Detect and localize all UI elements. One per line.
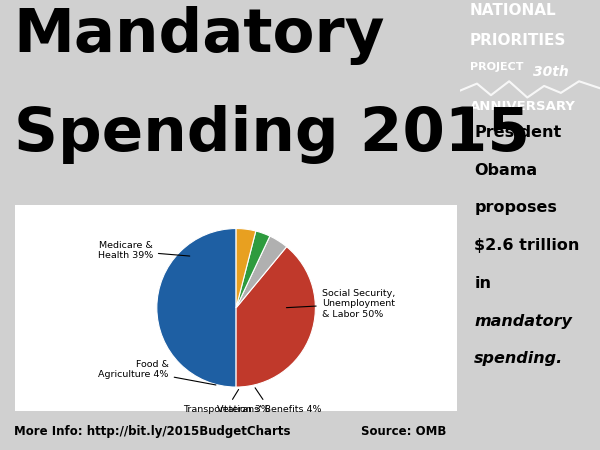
Text: Veterans' Benefits 4%: Veterans' Benefits 4%: [217, 388, 322, 414]
Wedge shape: [236, 231, 270, 308]
Text: NATIONAL: NATIONAL: [470, 4, 557, 18]
Text: Transportation 3%: Transportation 3%: [183, 389, 270, 414]
Text: Social Security,
Unemployment
& Labor 50%: Social Security, Unemployment & Labor 50…: [286, 289, 395, 319]
Text: Medicare &
Health 39%: Medicare & Health 39%: [98, 241, 190, 261]
Wedge shape: [236, 229, 256, 308]
Text: spending.: spending.: [474, 351, 563, 366]
Text: proposes: proposes: [474, 200, 557, 216]
Text: Food &
Agriculture 4%: Food & Agriculture 4%: [98, 360, 216, 385]
Wedge shape: [236, 247, 316, 387]
Text: in: in: [474, 276, 491, 291]
Text: mandatory: mandatory: [474, 314, 572, 328]
Text: Obama: Obama: [474, 163, 537, 178]
Text: President: President: [474, 125, 562, 140]
Text: Spending 2015: Spending 2015: [14, 105, 530, 164]
Text: $2.6 trillion: $2.6 trillion: [474, 238, 580, 253]
Text: PROJECT: PROJECT: [470, 62, 523, 72]
Wedge shape: [157, 229, 236, 387]
Text: ANNIVERSARY: ANNIVERSARY: [470, 100, 576, 113]
Text: PRIORITIES: PRIORITIES: [470, 32, 566, 48]
Text: More Info: http://bit.ly/2015BudgetCharts: More Info: http://bit.ly/2015BudgetChart…: [14, 425, 290, 438]
Wedge shape: [236, 236, 287, 308]
Text: Mandatory: Mandatory: [14, 6, 385, 65]
Text: 30th: 30th: [533, 65, 569, 79]
Text: Source: OMB: Source: OMB: [361, 425, 446, 438]
